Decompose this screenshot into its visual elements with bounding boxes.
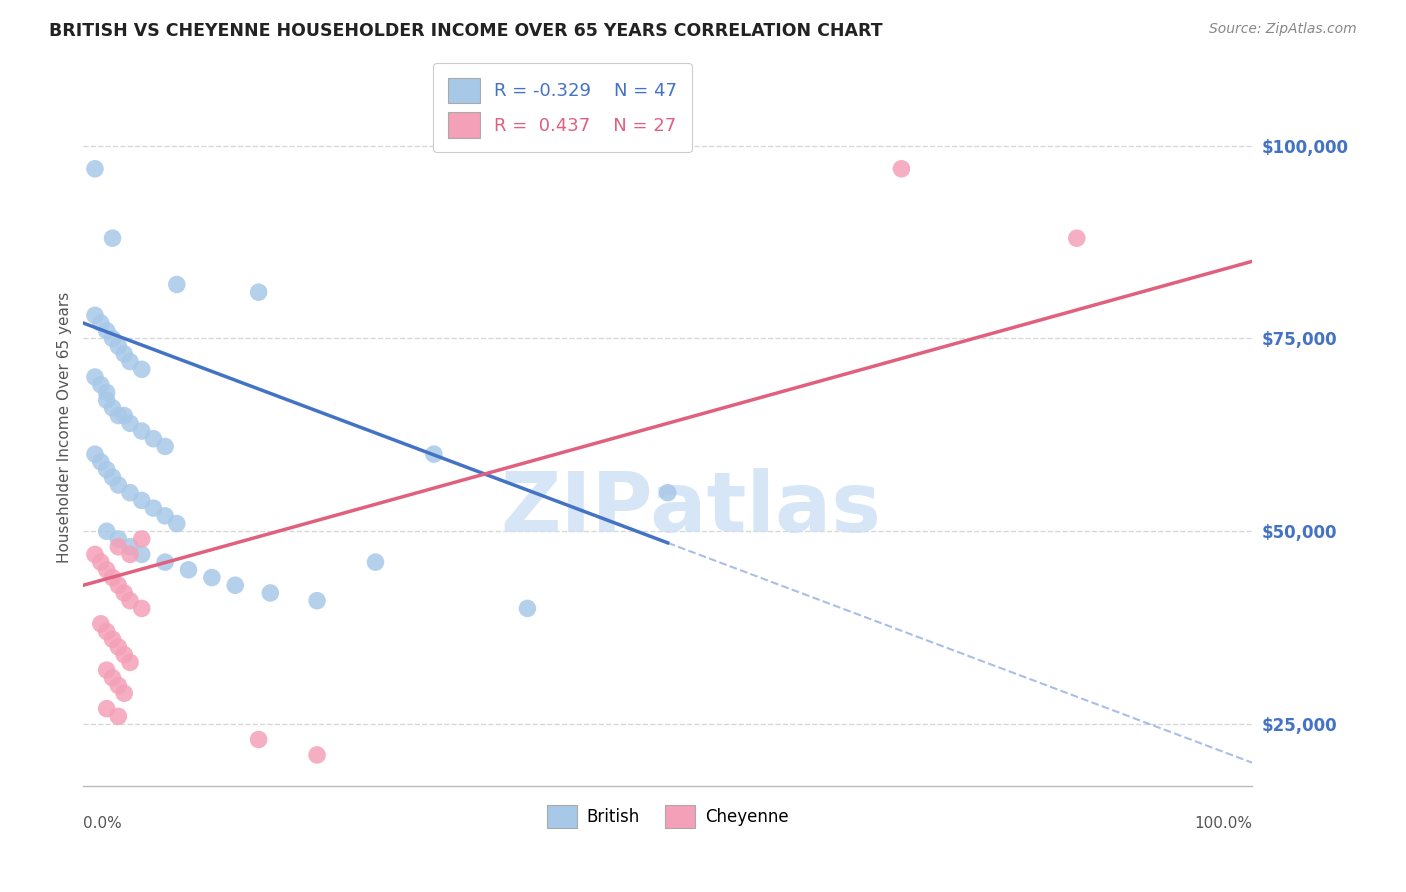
Point [112,586,135,600]
Point [118,593,141,607]
Point [90,377,112,392]
Point [96,393,118,408]
Point [101,231,124,245]
Point [153,439,176,453]
Point [118,656,141,670]
Point [118,540,141,554]
Point [96,462,118,476]
Point [107,339,129,353]
Text: 100.0%: 100.0% [1194,816,1253,831]
Point [118,417,141,431]
Point [107,679,129,693]
Point [305,593,328,607]
Point [142,432,165,446]
Point [131,362,153,376]
Point [107,640,129,654]
Legend: British, Cheyenne: British, Cheyenne [540,798,796,835]
Point [112,347,135,361]
Point [153,555,176,569]
Point [101,401,124,415]
Point [96,563,118,577]
Point [305,747,328,762]
Point [118,548,141,562]
Point [90,455,112,469]
Point [1066,231,1088,245]
Point [112,648,135,662]
Point [142,501,165,516]
Point [96,624,118,639]
Point [101,331,124,345]
Point [84,308,107,322]
Text: Source: ZipAtlas.com: Source: ZipAtlas.com [1209,22,1357,37]
Point [107,478,129,492]
Point [657,485,679,500]
Point [153,508,176,523]
Point [890,161,912,176]
Point [84,548,107,562]
Point [107,409,129,423]
Point [112,409,135,423]
Point [107,709,129,723]
Point [107,540,129,554]
Point [84,161,107,176]
Point [118,354,141,368]
Text: 0.0%: 0.0% [83,816,122,831]
Point [96,385,118,400]
Point [247,285,270,300]
Point [118,485,141,500]
Point [224,578,246,592]
Text: ZIPatlas: ZIPatlas [501,467,882,549]
Point [131,601,153,615]
Point [90,316,112,330]
Point [96,324,118,338]
Point [107,578,129,592]
Point [96,663,118,677]
Point [131,548,153,562]
Point [90,555,112,569]
Point [101,470,124,484]
Point [101,632,124,647]
Point [201,570,224,584]
Point [131,424,153,438]
Point [364,555,387,569]
Point [166,277,188,292]
Point [131,493,153,508]
Point [423,447,446,461]
Point [259,586,281,600]
Point [101,570,124,584]
Point [101,671,124,685]
Point [247,732,270,747]
Point [107,532,129,546]
Point [112,686,135,700]
Point [84,370,107,384]
Point [84,447,107,461]
Point [96,524,118,539]
Y-axis label: Householder Income Over 65 years: Householder Income Over 65 years [58,292,72,563]
Point [177,563,200,577]
Point [516,601,538,615]
Text: BRITISH VS CHEYENNE HOUSEHOLDER INCOME OVER 65 YEARS CORRELATION CHART: BRITISH VS CHEYENNE HOUSEHOLDER INCOME O… [49,22,883,40]
Point [90,616,112,631]
Point [131,532,153,546]
Point [166,516,188,531]
Point [96,701,118,715]
